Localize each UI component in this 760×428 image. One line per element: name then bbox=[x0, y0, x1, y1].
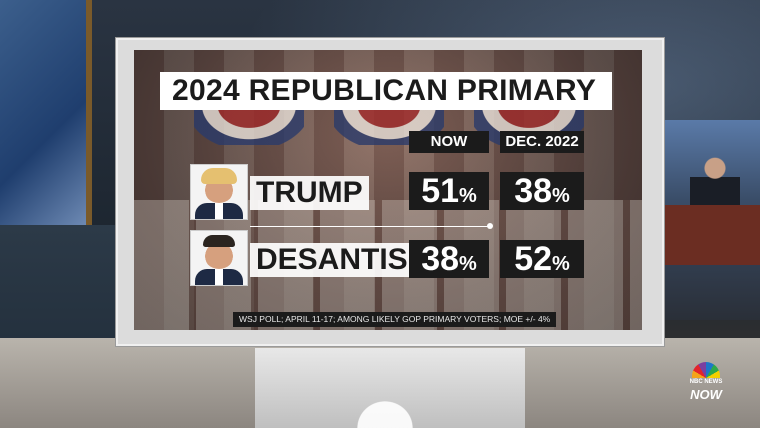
trump-photo bbox=[190, 164, 248, 220]
trump-now-percent: 51% bbox=[409, 172, 489, 210]
nbc-news-now-logo: NBC NEWS NOW bbox=[686, 362, 726, 408]
statue-artwork bbox=[0, 0, 92, 225]
candidate-name-trump: TRUMP bbox=[250, 176, 369, 210]
poll-source-note: WSJ POLL; APRIL 11-17; AMONG LIKELY GOP … bbox=[233, 312, 557, 327]
suit-illustration bbox=[195, 203, 243, 219]
anchor-desk bbox=[660, 205, 760, 265]
hair-illustration bbox=[201, 168, 237, 184]
column-header-dec-2022: DEC. 2022 bbox=[500, 131, 584, 153]
logo-small-text: NBC NEWS bbox=[689, 379, 723, 385]
trump-dec-2022-percent: 38% bbox=[500, 172, 584, 210]
peacock-icon bbox=[692, 362, 720, 378]
column-header-now: NOW bbox=[409, 131, 489, 153]
desantis-dec-2022-value: 52 bbox=[514, 240, 553, 278]
desantis-photo bbox=[190, 230, 248, 286]
desantis-now-percent: 38% bbox=[409, 240, 489, 278]
peacock-emblem-podium bbox=[330, 375, 440, 428]
desantis-dec-2022-percent: 52% bbox=[500, 240, 584, 278]
percent-sign: % bbox=[552, 185, 570, 207]
trump-now-value: 51 bbox=[421, 172, 460, 210]
logo-big-text: NOW bbox=[690, 387, 722, 402]
percent-sign: % bbox=[552, 253, 570, 275]
percent-sign: % bbox=[459, 253, 477, 275]
desantis-now-value: 38 bbox=[421, 240, 460, 278]
percent-sign: % bbox=[459, 185, 477, 207]
bunting-decoration bbox=[194, 105, 304, 145]
hair-illustration bbox=[203, 235, 235, 247]
trump-dec-2022-value: 38 bbox=[514, 172, 553, 210]
graphic-title: 2024 REPUBLICAN PRIMARY bbox=[160, 72, 612, 110]
candidate-name-desantis: DESANTIS bbox=[250, 243, 414, 277]
suit-illustration bbox=[195, 269, 243, 285]
row-divider bbox=[250, 226, 490, 227]
row-divider-dot bbox=[487, 223, 493, 229]
